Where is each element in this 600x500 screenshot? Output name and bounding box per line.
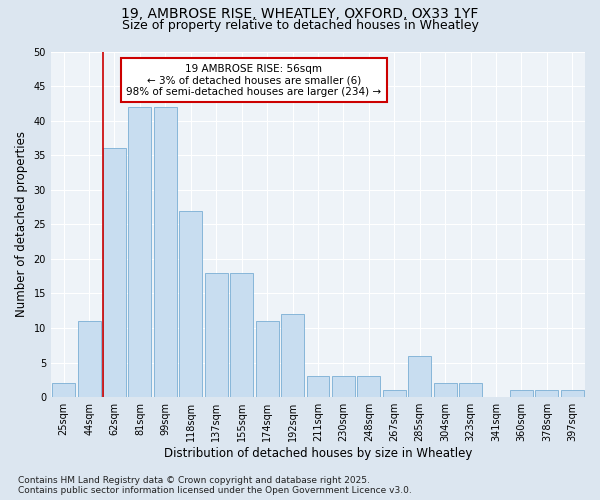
Y-axis label: Number of detached properties: Number of detached properties <box>15 132 28 318</box>
Bar <box>332 376 355 397</box>
X-axis label: Distribution of detached houses by size in Wheatley: Distribution of detached houses by size … <box>164 447 472 460</box>
Text: 19, AMBROSE RISE, WHEATLEY, OXFORD, OX33 1YF: 19, AMBROSE RISE, WHEATLEY, OXFORD, OX33… <box>121 8 479 22</box>
Bar <box>205 273 227 397</box>
Bar <box>307 376 329 397</box>
Bar <box>52 384 75 397</box>
Bar <box>154 107 177 397</box>
Bar <box>256 321 278 397</box>
Text: 19 AMBROSE RISE: 56sqm
← 3% of detached houses are smaller (6)
98% of semi-detac: 19 AMBROSE RISE: 56sqm ← 3% of detached … <box>127 64 382 97</box>
Bar <box>510 390 533 397</box>
Bar <box>358 376 380 397</box>
Bar <box>281 314 304 397</box>
Bar <box>408 356 431 397</box>
Bar <box>434 384 457 397</box>
Bar <box>77 321 101 397</box>
Bar <box>179 210 202 397</box>
Bar <box>128 107 151 397</box>
Bar <box>383 390 406 397</box>
Text: Contains HM Land Registry data © Crown copyright and database right 2025.
Contai: Contains HM Land Registry data © Crown c… <box>18 476 412 495</box>
Text: Size of property relative to detached houses in Wheatley: Size of property relative to detached ho… <box>122 19 478 32</box>
Bar <box>535 390 558 397</box>
Bar <box>459 384 482 397</box>
Bar <box>103 148 126 397</box>
Bar <box>561 390 584 397</box>
Bar <box>230 273 253 397</box>
